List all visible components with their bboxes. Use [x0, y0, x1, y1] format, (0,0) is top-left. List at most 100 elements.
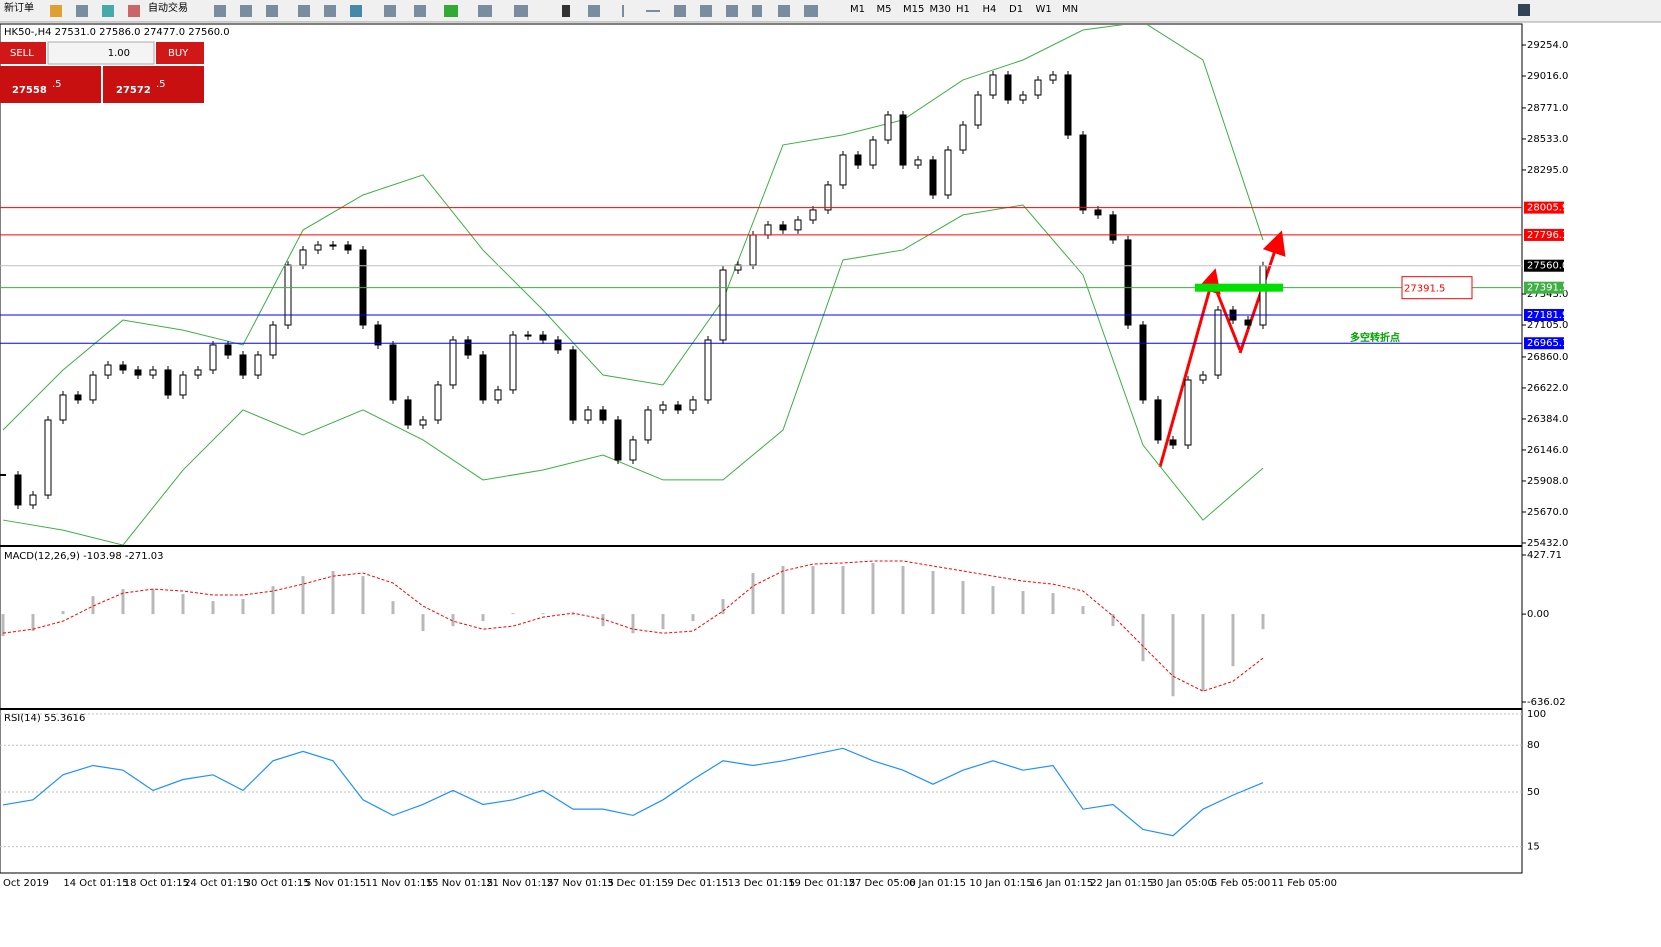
sell-button[interactable]: SELL [10, 48, 34, 59]
candle [404, 399, 412, 426]
macd-bar [121, 589, 125, 615]
price-label: 28005.9 [1527, 203, 1568, 214]
timeframe-button[interactable]: M30 [930, 4, 951, 15]
x-tick-label: 24 Oct 01:15 [184, 878, 249, 889]
x-tick-label: 19 Dec 01:15 [788, 878, 855, 889]
macd-bar [1111, 614, 1115, 627]
x-tick-label: 6 Jan 01:15 [909, 878, 966, 889]
candle [989, 74, 997, 96]
x-tick-label: 3 Dec 01:15 [607, 878, 668, 889]
macd-bar [181, 594, 185, 615]
timeframe-button[interactable]: D1 [1009, 4, 1023, 15]
timeframe-button[interactable]: M5 [877, 4, 892, 15]
trade-panel: SELL 1.00 BUY 27558 .5 27572 .5 [0, 41, 204, 103]
lot-size[interactable]: 1.00 [108, 48, 130, 59]
buy-button[interactable]: BUY [168, 48, 189, 59]
y-tick-label: 27105.0 [1527, 320, 1568, 331]
candle [959, 124, 967, 151]
candle [299, 249, 307, 266]
y-tick-label: 27343.0 [1527, 289, 1568, 300]
candle [1184, 379, 1192, 446]
price-pane [0, 25, 1522, 545]
sell-fraction[interactable]: .5 [52, 79, 62, 90]
timeframe-button[interactable]: H4 [983, 4, 997, 15]
macd-bar [931, 570, 935, 615]
x-tick-label: 22 Jan 01:15 [1090, 878, 1153, 889]
sell-price[interactable]: 27558 [12, 85, 47, 96]
candle [554, 339, 562, 351]
candle [764, 224, 772, 236]
candle [179, 374, 187, 396]
candle [1049, 74, 1057, 81]
macd-bar [661, 614, 665, 630]
chart-frame [0, 23, 1523, 874]
candle [539, 334, 547, 341]
macd-bar [301, 576, 305, 615]
candle [269, 324, 277, 356]
new-order[interactable]: 新订单 [4, 1, 34, 14]
buy-fraction[interactable]: .5 [156, 79, 166, 90]
candle [104, 364, 112, 376]
macd-header: MACD(12,26,9) -103.98 -271.03 [4, 551, 164, 562]
candle [1199, 374, 1207, 381]
candle [224, 344, 232, 356]
candle [314, 244, 322, 251]
x-tick-label: 5 Nov 01:15 [305, 878, 366, 889]
auto-trading[interactable]: 自动交易 [148, 1, 188, 14]
candle [809, 209, 817, 221]
candle [884, 114, 892, 141]
candle [14, 474, 22, 506]
macd-bar [751, 573, 755, 615]
macd-bar [541, 613, 545, 615]
macd-bar [601, 614, 605, 627]
candle [1094, 209, 1102, 216]
macd-bar [991, 586, 995, 615]
candle [929, 159, 937, 196]
macd-bar [331, 570, 335, 615]
candle [419, 419, 427, 426]
candle [899, 114, 907, 166]
x-tick-label: 14 Oct 01:15 [63, 878, 128, 889]
macd-bar [481, 614, 485, 622]
candle [74, 394, 82, 401]
timeframe-button[interactable]: H1 [956, 4, 970, 15]
macd-bar [1171, 614, 1175, 697]
candle [629, 439, 637, 461]
price-label: 27796.3 [1527, 230, 1568, 241]
buy-price[interactable]: 27572 [116, 85, 151, 96]
macd-bar [211, 601, 215, 615]
candle [839, 154, 847, 186]
bollinger-upper [2, 25, 1264, 431]
macd-bar [271, 586, 275, 615]
y-tick-label: 29254.0 [1527, 40, 1568, 51]
candle [974, 94, 982, 126]
candle [194, 369, 202, 376]
level-callout: 27391.5 [1404, 284, 1445, 295]
timeframe-button[interactable]: W1 [1036, 4, 1052, 15]
timeframe-button[interactable]: MN [1062, 4, 1078, 15]
candle [644, 409, 652, 441]
x-tick-label: Oct 2019 [3, 878, 49, 889]
candle [779, 224, 787, 231]
y-tick-label: 26622.0 [1527, 383, 1568, 394]
candle [704, 339, 712, 401]
timeframe-button[interactable]: M15 [903, 4, 924, 15]
candle [29, 494, 37, 506]
candle [659, 404, 667, 411]
y-tick-label: 29016.0 [1527, 71, 1568, 82]
y-tick-label: 26146.0 [1527, 445, 1568, 456]
candle [344, 244, 352, 251]
macd-bar [961, 581, 965, 615]
candle [134, 369, 142, 376]
candle [1244, 319, 1252, 326]
annotation: 多空转折点 [1350, 331, 1400, 344]
macd-bar [361, 576, 365, 615]
candle [149, 369, 157, 376]
y-tick-label: 28533.0 [1527, 134, 1568, 145]
macd-bar [781, 566, 785, 615]
x-tick-label: 9 Dec 01:15 [667, 878, 728, 889]
candle [719, 269, 727, 341]
timeframe-button[interactable]: M1 [850, 4, 865, 15]
